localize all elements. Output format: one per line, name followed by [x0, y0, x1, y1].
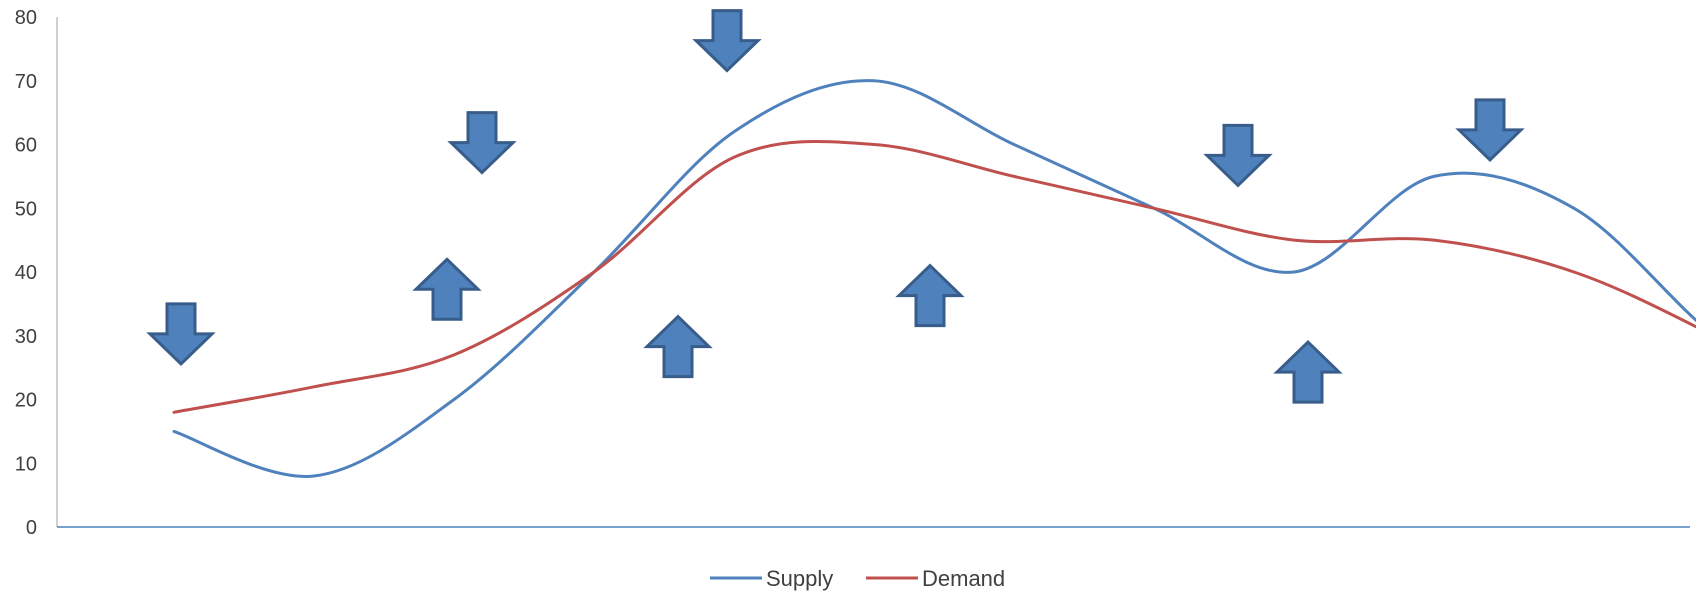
arrow-up-icon	[895, 263, 965, 328]
arrow-down-icon	[1455, 98, 1525, 162]
arrow-up-icon	[412, 257, 482, 321]
axes	[56, 17, 1690, 528]
y-tick-label: 70	[15, 71, 37, 93]
y-tick-label: 30	[15, 326, 37, 348]
series-line-supply	[172, 79, 1696, 478]
legend-label-supply: Supply	[766, 566, 833, 591]
y-tick-label: 20	[15, 390, 37, 412]
arrow-up-icon	[1273, 340, 1343, 404]
y-tick-label: 0	[26, 517, 37, 539]
y-axis-tick-labels: 0 10 20 30 40 50 60 70 80	[15, 7, 37, 539]
arrow-down-icon	[447, 111, 517, 175]
y-tick-label: 80	[15, 7, 37, 29]
arrow-down-icon	[692, 9, 762, 73]
series-line-demand	[172, 140, 1696, 414]
arrow-down-icon	[1203, 123, 1273, 188]
annotation-arrows	[146, 9, 1525, 404]
y-tick-label: 40	[15, 262, 37, 284]
arrow-up-icon	[643, 314, 713, 379]
y-tick-label: 10	[15, 453, 37, 475]
legend: Supply Demand	[710, 566, 1005, 591]
series-layer	[172, 79, 1696, 478]
y-tick-label: 60	[15, 135, 37, 157]
y-tick-label: 50	[15, 198, 37, 220]
arrow-down-icon	[146, 302, 216, 366]
legend-label-demand: Demand	[922, 566, 1005, 591]
